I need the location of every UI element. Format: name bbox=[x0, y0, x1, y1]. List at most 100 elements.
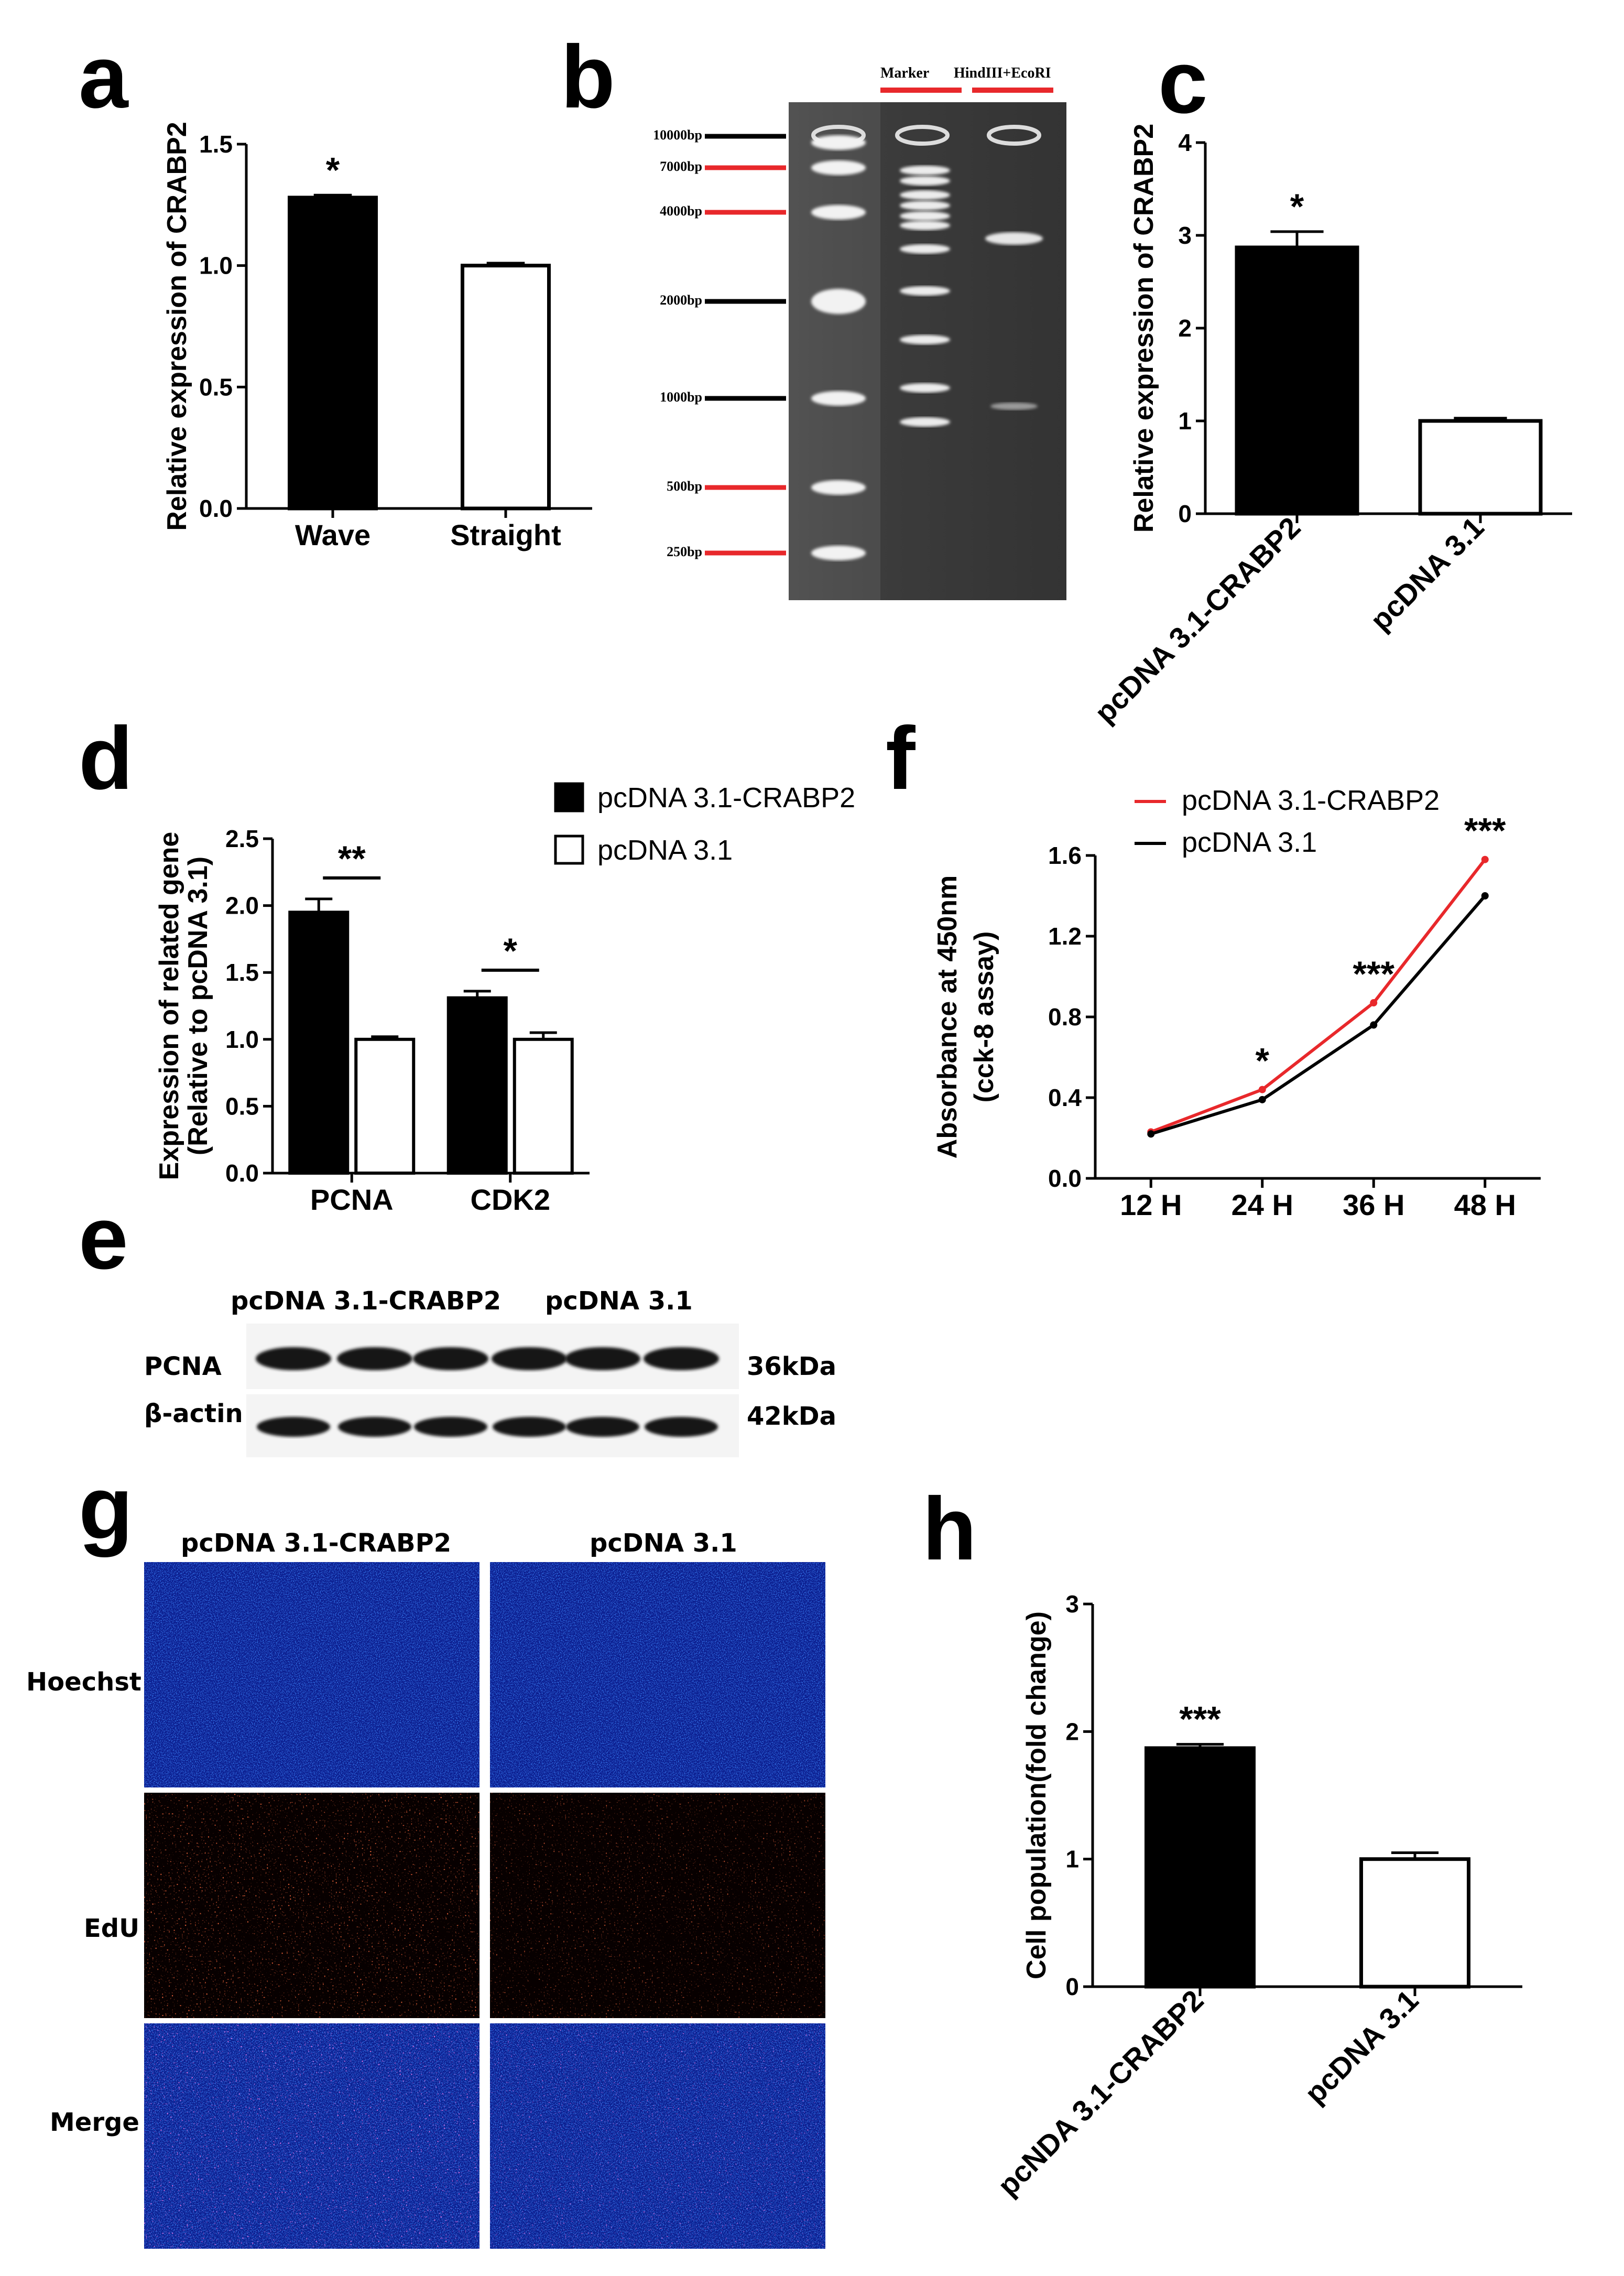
y-axis-label: Absorbance at 450nm bbox=[932, 875, 963, 1158]
wb-band-actin bbox=[338, 1417, 411, 1437]
bar bbox=[288, 196, 378, 511]
y-axis-label: Relative expression of CRABP2 bbox=[162, 122, 192, 530]
y-tick-label: 2.0 bbox=[225, 892, 259, 919]
wb-band-pcna bbox=[256, 1347, 331, 1370]
gel-marker-band bbox=[900, 221, 950, 230]
y-tick-label: 0.0 bbox=[199, 495, 233, 522]
y-tick-label: 0.0 bbox=[225, 1159, 259, 1187]
gel-digest-band-vector bbox=[985, 232, 1043, 245]
y-tick-label: 1.2 bbox=[1048, 923, 1082, 950]
significance-marker: *** bbox=[1464, 811, 1506, 851]
wb-size-actin: 42kDa bbox=[747, 1402, 836, 1431]
y-tick-label: 0.4 bbox=[1048, 1084, 1082, 1111]
chart-d: 0.0 0.5 1.0 1.5 2.0 2.5 Expression of related … bbox=[154, 782, 855, 1216]
gel-marker-band bbox=[900, 383, 950, 393]
panel-label-h: h bbox=[922, 1479, 977, 1579]
y-axis-label-2: (cck-8 assay) bbox=[969, 931, 999, 1103]
bar bbox=[446, 996, 508, 1175]
data-point bbox=[1370, 1021, 1378, 1029]
data-point bbox=[1147, 1130, 1155, 1138]
y-tick-label: 1.0 bbox=[225, 1026, 259, 1053]
data-point bbox=[1258, 1086, 1266, 1093]
wb-group-label-crabp2: pcDNA 3.1-CRABP2 bbox=[231, 1286, 501, 1316]
y-tick-label: 1 bbox=[1065, 1846, 1079, 1873]
img-row-label-merge: Merge bbox=[50, 2108, 139, 2137]
series-line bbox=[1150, 895, 1487, 1136]
y-tick-label: 2 bbox=[1178, 315, 1192, 342]
gel-marker-label: 2000bp bbox=[660, 292, 702, 308]
data-point bbox=[1258, 1096, 1266, 1103]
y-tick-label: 1.6 bbox=[1048, 842, 1082, 869]
chart-f: 0.0 0.4 0.8 1.2 1.6 Absorbance at 450nm (cck-8… bbox=[932, 785, 1541, 1221]
img-col-label-crabp2: pcDNA 3.1-CRABP2 bbox=[181, 1529, 451, 1558]
gel-marker-label: 250bp bbox=[667, 544, 702, 559]
gel-digest-band-insert bbox=[990, 403, 1038, 410]
series-line bbox=[1150, 858, 1487, 1134]
data-point bbox=[1370, 999, 1378, 1007]
x-tick-label: Wave bbox=[295, 518, 370, 551]
gel-bands bbox=[811, 125, 1043, 560]
gel-marker-band bbox=[900, 176, 950, 186]
gel-marker-band bbox=[900, 417, 950, 427]
significance-marker: * bbox=[326, 150, 340, 190]
panel-label-d: d bbox=[79, 709, 133, 808]
y-tick-label: 2.5 bbox=[225, 825, 259, 852]
panel-label-b: b bbox=[561, 27, 615, 127]
img-row-label-edu: EdU bbox=[84, 1914, 139, 1943]
y-tick-label: 0.8 bbox=[1048, 1003, 1082, 1031]
y-tick-label: 0.0 bbox=[1048, 1165, 1082, 1192]
img-edu-crabp2-nuclei bbox=[144, 1793, 479, 2018]
bar bbox=[1235, 245, 1359, 516]
gel-well bbox=[895, 125, 950, 146]
legend-label: pcDNA 3.1 bbox=[597, 834, 733, 866]
y-tick-label: 1 bbox=[1178, 407, 1192, 435]
img-col-label-control: pcDNA 3.1 bbox=[590, 1529, 737, 1558]
gel-ladder-band bbox=[811, 135, 866, 150]
legend-label: pcDNA 3.1-CRABP2 bbox=[1182, 785, 1440, 816]
gel-well bbox=[987, 125, 1041, 146]
legend-label: pcDNA 3.1 bbox=[1182, 827, 1317, 858]
img-row-label-hoechst: Hoechst bbox=[26, 1667, 141, 1697]
legend-swatch bbox=[554, 834, 584, 865]
significance-marker: * bbox=[1290, 187, 1304, 226]
y-tick-label: 0.5 bbox=[225, 1092, 259, 1120]
gel-marker-band bbox=[900, 201, 950, 210]
significance-marker: *** bbox=[1353, 954, 1395, 994]
chart-a: 0.0 0.5 1.0 1.5 Relative expression of CRABP… bbox=[162, 122, 592, 551]
bar bbox=[513, 1037, 574, 1175]
y-tick-label: 1.5 bbox=[225, 959, 259, 986]
panel-label-e: e bbox=[79, 1188, 128, 1288]
bar bbox=[354, 1037, 416, 1175]
gel-ladder-lane bbox=[789, 102, 880, 600]
gel-header-digest: HindIII+EcoRI bbox=[954, 65, 1051, 81]
gel-ladder-band bbox=[811, 289, 866, 314]
gel-marker-band bbox=[900, 335, 950, 344]
gel-marker-band bbox=[900, 166, 950, 175]
gel-header-marker: Marker bbox=[880, 65, 929, 81]
gel-marker-label: 500bp bbox=[667, 479, 702, 494]
x-tick-label: pcNDA 3.1-CRABP2 bbox=[991, 1984, 1209, 2202]
y-tick-label: 3 bbox=[1065, 1590, 1079, 1618]
wb-group-label-control: pcDNA 3.1 bbox=[545, 1286, 693, 1316]
wb-band-actin bbox=[414, 1417, 487, 1437]
legend-swatch bbox=[554, 782, 584, 812]
panel-label-f: f bbox=[886, 709, 915, 808]
bar bbox=[288, 911, 350, 1175]
panel-label-c: c bbox=[1158, 32, 1208, 132]
gel-ladder-band bbox=[811, 160, 866, 175]
y-axis-label: Expression of related gene bbox=[154, 832, 184, 1180]
significance-marker: ** bbox=[338, 839, 366, 879]
gel-marker-label: 1000bp bbox=[660, 389, 702, 405]
x-tick-label: 36 H bbox=[1343, 1188, 1404, 1221]
gel-marker-band bbox=[900, 286, 950, 296]
gel-marker-band bbox=[900, 244, 950, 254]
significance-marker: *** bbox=[1179, 1699, 1221, 1739]
chart-h: 0 1 2 3 Cell population(fold change) pcNDA 3.… bbox=[991, 1590, 1522, 2202]
wb-row-label-actin: β-actin bbox=[144, 1399, 243, 1428]
img-hoechst-crabp2-nuclei bbox=[144, 1562, 479, 1787]
y-tick-label: 0.5 bbox=[199, 373, 233, 400]
x-tick-label: CDK2 bbox=[471, 1183, 550, 1216]
x-tick-label: 24 H bbox=[1231, 1188, 1293, 1221]
gel-ladder-band bbox=[811, 391, 866, 406]
x-tick-label: Straight bbox=[450, 518, 561, 551]
